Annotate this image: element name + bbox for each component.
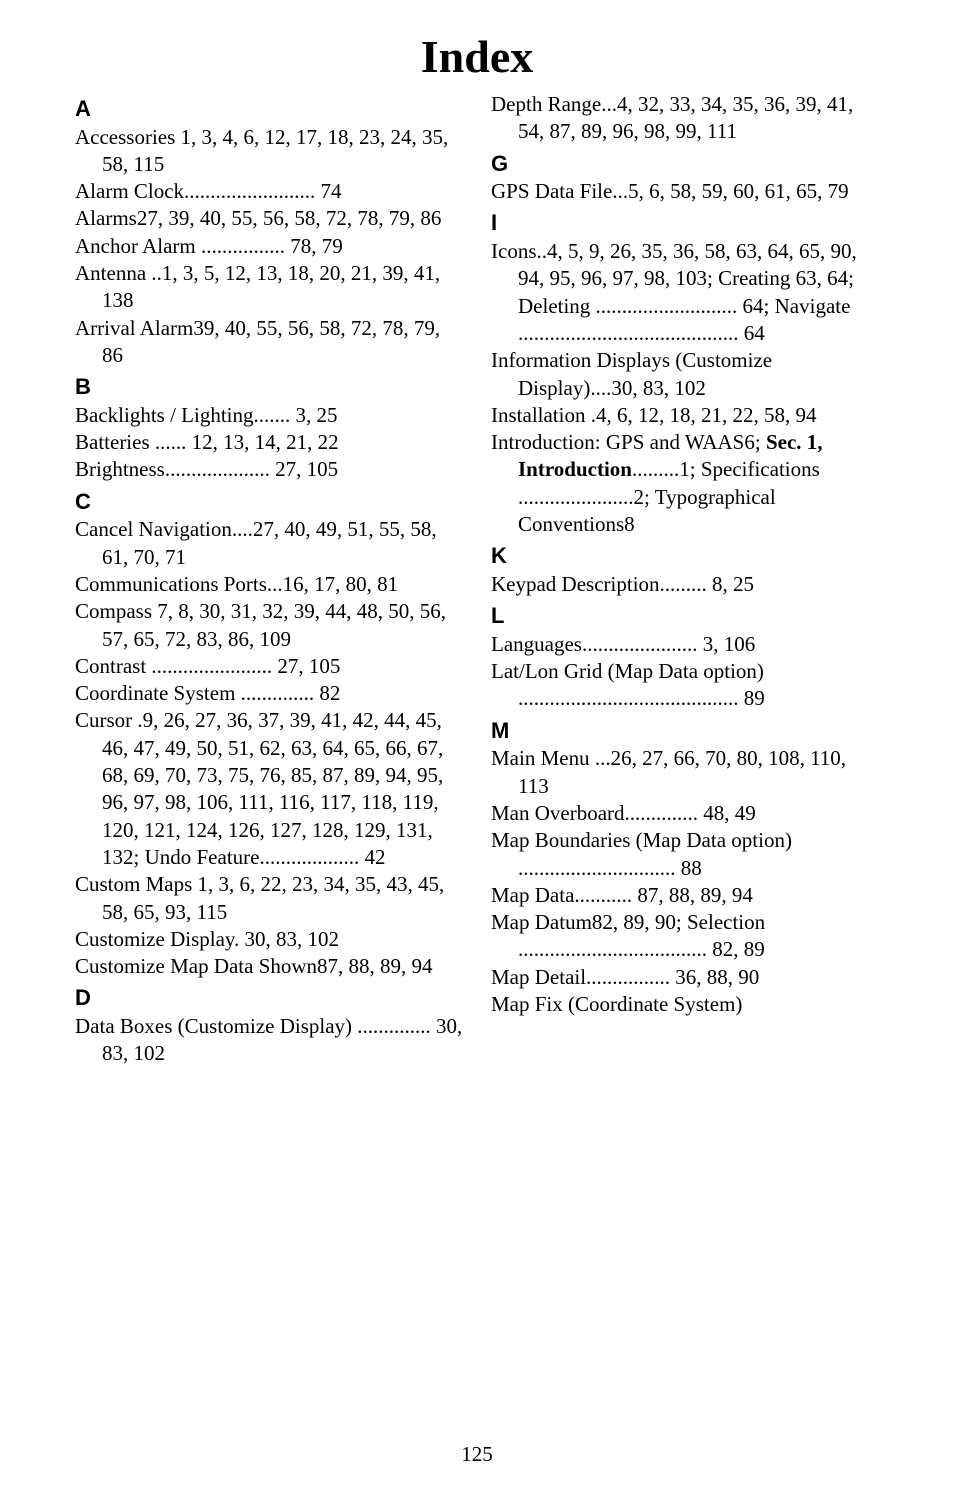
index-entry: Main Menu ...26, 27, 66, 70, 80, 108, 11… [491, 745, 879, 800]
index-entry: Keypad Description......... 8, 25 [491, 571, 879, 598]
index-entry: Customize Display. 30, 83, 102 [75, 926, 463, 953]
index-entry: Introduction: GPS and WAAS6; Sec. 1, Int… [491, 429, 879, 538]
index-entry: Arrival Alarm39, 40, 55, 56, 58, 72, 78,… [75, 315, 463, 370]
index-section-head: B [75, 373, 463, 402]
index-entry: Accessories 1, 3, 4, 6, 12, 17, 18, 23, … [75, 124, 463, 179]
index-section-head: K [491, 542, 879, 571]
index-entry: Backlights / Lighting....... 3, 25 [75, 402, 463, 429]
index-section-head: I [491, 209, 879, 238]
index-section-head: G [491, 150, 879, 179]
index-entry: Brightness.................... 27, 105 [75, 456, 463, 483]
index-entry: GPS Data File...5, 6, 58, 59, 60, 61, 65… [491, 178, 879, 205]
index-entry: Cancel Navigation....27, 40, 49, 51, 55,… [75, 516, 463, 571]
index-section-head: A [75, 95, 463, 124]
index-entry: Information Displays (Customize Display)… [491, 347, 879, 402]
index-entry: Custom Maps 1, 3, 6, 22, 23, 34, 35, 43,… [75, 871, 463, 926]
index-entry: Anchor Alarm ................ 78, 79 [75, 233, 463, 260]
index-entry: Lat/Lon Grid (Map Data option) .........… [491, 658, 879, 713]
index-entry: Coordinate System .............. 82 [75, 680, 463, 707]
index-section-head: L [491, 602, 879, 631]
index-entry: Installation .4, 6, 12, 18, 21, 22, 58, … [491, 402, 879, 429]
index-entry: Depth Range...4, 32, 33, 34, 35, 36, 39,… [491, 91, 879, 146]
index-entry: Man Overboard.............. 48, 49 [491, 800, 879, 827]
index-entry: Map Data........... 87, 88, 89, 94 [491, 882, 879, 909]
index-entry: Map Detail................ 36, 88, 90 [491, 964, 879, 991]
index-columns: AAccessories 1, 3, 4, 6, 12, 17, 18, 23,… [75, 91, 879, 1068]
index-section-head: C [75, 488, 463, 517]
index-entry: Map Datum82, 89, 90; Selection .........… [491, 909, 879, 964]
index-entry: Cursor .9, 26, 27, 36, 37, 39, 41, 42, 4… [75, 707, 463, 871]
index-entry: Icons..4, 5, 9, 26, 35, 36, 58, 63, 64, … [491, 238, 879, 347]
index-entry: Customize Map Data Shown87, 88, 89, 94 [75, 953, 463, 980]
index-section-head: M [491, 717, 879, 746]
index-page: Index AAccessories 1, 3, 4, 6, 12, 17, 1… [0, 0, 954, 1487]
index-entry: Languages...................... 3, 106 [491, 631, 879, 658]
index-entry: Map Boundaries (Map Data option) .......… [491, 827, 879, 882]
index-entry: Data Boxes (Customize Display) .........… [75, 1013, 463, 1068]
index-entry: Batteries ...... 12, 13, 14, 21, 22 [75, 429, 463, 456]
index-entry: Communications Ports...16, 17, 80, 81 [75, 571, 463, 598]
index-entry: Alarms27, 39, 40, 55, 56, 58, 72, 78, 79… [75, 205, 463, 232]
index-entry: Compass 7, 8, 30, 31, 32, 39, 44, 48, 50… [75, 598, 463, 653]
index-entry: Alarm Clock......................... 74 [75, 178, 463, 205]
index-entry: Antenna ..1, 3, 5, 12, 13, 18, 20, 21, 3… [75, 260, 463, 315]
index-entry: Contrast ....................... 27, 105 [75, 653, 463, 680]
index-section-head: D [75, 984, 463, 1013]
index-entry: Map Fix (Coordinate System) [491, 991, 879, 1018]
page-number: 125 [0, 1442, 954, 1467]
page-title: Index [75, 30, 879, 83]
